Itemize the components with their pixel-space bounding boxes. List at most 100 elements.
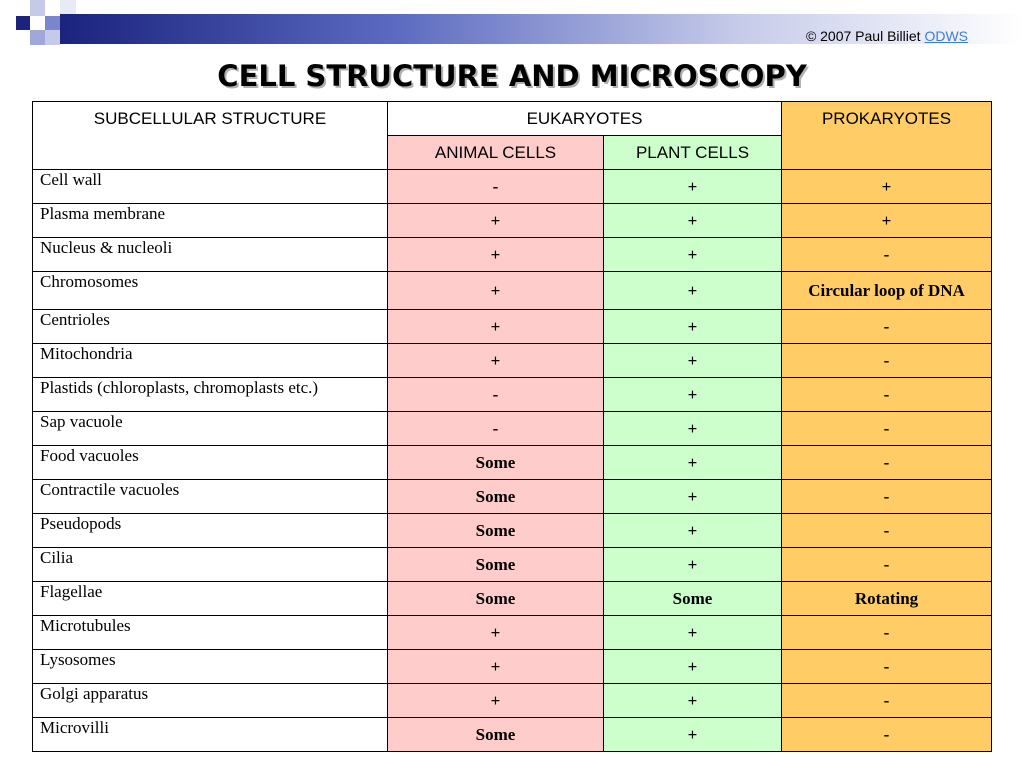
animal-cell-value: + xyxy=(387,271,604,310)
structure-name-cell: Nucleus & nucleoli xyxy=(32,237,388,272)
decorative-square xyxy=(45,16,60,30)
animal-cell-value: Some xyxy=(387,547,604,582)
animal-cell-value: + xyxy=(387,237,604,272)
plant-cell-value: + xyxy=(602,271,783,310)
plant-cell-value: + xyxy=(602,479,783,514)
structure-name-cell: Plasma membrane xyxy=(32,203,388,238)
prokaryote-value: + xyxy=(781,203,993,238)
animal-cell-value: + xyxy=(387,309,604,344)
table-row: Microtubules + + - xyxy=(32,615,993,650)
table-row: Flagellae Some Some Rotating xyxy=(32,581,993,616)
structure-name-cell: Golgi apparatus xyxy=(32,683,388,718)
structure-name-cell: Cell wall xyxy=(32,169,388,204)
plant-cell-value: + xyxy=(602,683,783,718)
animal-cell-value: - xyxy=(387,411,604,446)
prokaryote-value: - xyxy=(781,683,993,718)
prokaryote-value: + xyxy=(781,169,993,204)
animal-cell-value: Some xyxy=(387,581,604,616)
header-prokaryotes: PROKARYOTES xyxy=(781,101,993,170)
animal-cell-value: + xyxy=(387,615,604,650)
header-plant-cells: PLANT CELLS xyxy=(602,135,783,170)
animal-cell-value: + xyxy=(387,203,604,238)
plant-cell-value: + xyxy=(602,547,783,582)
plant-cell-value: + xyxy=(602,411,783,446)
structure-name-cell: Chromosomes xyxy=(32,271,388,310)
table-row: Lysosomes + + - xyxy=(32,649,993,684)
prokaryote-value: - xyxy=(781,411,993,446)
table-row: Cilia Some + - xyxy=(32,547,993,582)
decorative-square xyxy=(30,0,45,16)
table-row: Contractile vacuoles Some + - xyxy=(32,479,993,514)
plant-cell-value: + xyxy=(602,649,783,684)
cell-structure-table: SUBCELLULAR STRUCTURE EUKARYOTES PROKARY… xyxy=(32,101,993,752)
structure-name-cell: Lysosomes xyxy=(32,649,388,684)
table-row: Pseudopods Some + - xyxy=(32,513,993,548)
animal-cell-value: + xyxy=(387,649,604,684)
plant-cell-value: + xyxy=(602,169,783,204)
plant-cell-value: + xyxy=(602,445,783,480)
animal-cell-value: Some xyxy=(387,513,604,548)
table-row: Sap vacuole - + - xyxy=(32,411,993,446)
page-title: CELL STRUCTURE AND MICROSCOPY xyxy=(217,59,807,93)
prokaryote-value: - xyxy=(781,343,993,378)
prokaryote-value: - xyxy=(781,377,993,412)
prokaryote-value: - xyxy=(781,309,993,344)
animal-cell-value: - xyxy=(387,169,604,204)
animal-cell-value: - xyxy=(387,377,604,412)
structure-name-cell: Contractile vacuoles xyxy=(32,479,388,514)
decorative-square xyxy=(45,30,60,45)
table-body: Cell wall - + + Plasma membrane + + + Nucleus & … xyxy=(32,169,993,752)
table-row: Plasma membrane + + + xyxy=(32,203,993,238)
prokaryote-value: - xyxy=(781,513,993,548)
animal-cell-value: Some xyxy=(387,717,604,752)
header-gradient-bar xyxy=(60,14,1024,44)
prokaryote-value: - xyxy=(781,479,993,514)
prokaryote-value: - xyxy=(781,445,993,480)
structure-name-cell: Mitochondria xyxy=(32,343,388,378)
header-subcellular-structure: SUBCELLULAR STRUCTURE xyxy=(32,101,388,170)
table-row: Plastids (chloroplasts, chromoplasts etc… xyxy=(32,377,993,412)
decorative-square xyxy=(60,0,76,14)
table-row: Nucleus & nucleoli + + - xyxy=(32,237,993,272)
prokaryote-value: - xyxy=(781,547,993,582)
table-row: Centrioles + + - xyxy=(32,309,993,344)
structure-name-cell: Microvilli xyxy=(32,717,388,752)
structure-name-cell: Microtubules xyxy=(32,615,388,650)
plant-cell-value: + xyxy=(602,615,783,650)
plant-cell-value: + xyxy=(602,377,783,412)
decorative-square xyxy=(30,30,45,45)
plant-cell-value: + xyxy=(602,343,783,378)
structure-name-cell: Plastids (chloroplasts, chromoplasts etc… xyxy=(32,377,388,412)
structure-name-cell: Pseudopods xyxy=(32,513,388,548)
plant-cell-value: + xyxy=(602,717,783,752)
copyright-notice: © 2007 Paul Billiet ODWS xyxy=(806,28,968,44)
structure-name-cell: Sap vacuole xyxy=(32,411,388,446)
animal-cell-value: + xyxy=(387,683,604,718)
table-row: Chromosomes + + Circular loop of DNA xyxy=(32,271,993,310)
table-row: Microvilli Some + - xyxy=(32,717,993,752)
structure-name-cell: Flagellae xyxy=(32,581,388,616)
prokaryote-value: Circular loop of DNA xyxy=(781,271,993,310)
prokaryote-value: - xyxy=(781,649,993,684)
prokaryote-value: Rotating xyxy=(781,581,993,616)
decorative-square xyxy=(16,16,30,30)
header-animal-cells: ANIMAL CELLS xyxy=(387,135,604,170)
table-row: Golgi apparatus + + - xyxy=(32,683,993,718)
prokaryote-value: - xyxy=(781,615,993,650)
animal-cell-value: Some xyxy=(387,445,604,480)
structure-name-cell: Cilia xyxy=(32,547,388,582)
plant-cell-value: + xyxy=(602,513,783,548)
structure-name-cell: Food vacuoles xyxy=(32,445,388,480)
prokaryote-value: - xyxy=(781,717,993,752)
plant-cell-value: + xyxy=(602,203,783,238)
header-eukaryotes: EUKARYOTES xyxy=(386,101,783,136)
odws-link[interactable]: ODWS xyxy=(924,28,968,44)
copyright-text: © 2007 Paul Billiet xyxy=(805,28,921,44)
plant-cell-value: Some xyxy=(602,581,783,616)
prokaryote-value: - xyxy=(781,237,993,272)
structure-name-cell: Centrioles xyxy=(32,309,388,344)
animal-cell-value: + xyxy=(387,343,604,378)
table-row: Mitochondria + + - xyxy=(32,343,993,378)
plant-cell-value: + xyxy=(602,309,783,344)
plant-cell-value: + xyxy=(602,237,783,272)
